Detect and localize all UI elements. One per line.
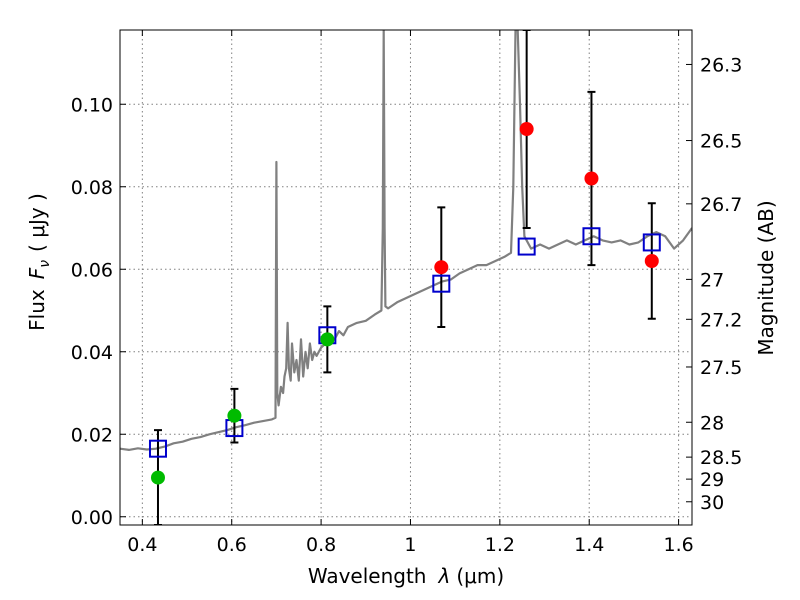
grid-lines bbox=[120, 30, 692, 525]
y-tick-label: 0.02 bbox=[71, 424, 113, 446]
x-tick-label: 1.2 bbox=[485, 534, 515, 556]
observed-point bbox=[584, 171, 599, 186]
mag-tick-label: 27.5 bbox=[700, 357, 742, 379]
data-layer bbox=[120, 30, 692, 525]
y-tick-label: 0.08 bbox=[71, 177, 113, 199]
mag-tick-label: 26.7 bbox=[700, 194, 742, 216]
mag-tick-label: 27 bbox=[700, 269, 724, 291]
model-band-marker bbox=[642, 233, 661, 252]
y-axis-right-title: Magnitude (AB) bbox=[754, 200, 778, 355]
observed-point bbox=[320, 332, 335, 347]
mag-tick-label: 26.5 bbox=[700, 131, 742, 153]
y-tick-label: 0.04 bbox=[71, 342, 113, 364]
x-tick-label: 1.6 bbox=[663, 534, 693, 556]
model-spectrum-line bbox=[120, 30, 692, 451]
plot-frame bbox=[119, 29, 693, 526]
observed-point bbox=[644, 254, 659, 268]
x-tick-label: 0.4 bbox=[127, 534, 157, 556]
mag-tick-label: 30 bbox=[700, 492, 724, 514]
y-axis-title: FluxFν( μJy ) bbox=[25, 193, 53, 331]
model-band-marker bbox=[517, 237, 536, 256]
x-tick-label: 0.6 bbox=[217, 534, 247, 556]
mag-tick-label: 28.5 bbox=[700, 447, 742, 469]
mag-tick-label: 29 bbox=[700, 469, 724, 491]
y-tick-label: 0.00 bbox=[71, 507, 113, 529]
observed-point bbox=[519, 122, 534, 136]
observed-point bbox=[150, 470, 165, 485]
x-tick-label: 1.4 bbox=[574, 534, 604, 556]
y-tick-label: 0.10 bbox=[71, 94, 113, 116]
model-band-marker bbox=[432, 274, 451, 293]
model-band-marker bbox=[582, 227, 601, 246]
x-tick-label: 1 bbox=[404, 534, 416, 556]
model-band-marker bbox=[148, 439, 167, 458]
mag-tick-label: 28 bbox=[700, 412, 724, 434]
mag-tick-label: 27.2 bbox=[700, 309, 742, 331]
y-tick-label: 0.06 bbox=[71, 259, 113, 281]
observed-point bbox=[227, 408, 242, 423]
x-axis-title: Wavelength λ (μm) bbox=[308, 564, 504, 588]
x-tick-label: 0.8 bbox=[306, 534, 336, 556]
mag-tick-label: 26.3 bbox=[700, 54, 742, 76]
axis-ticks: 0.4 0.6 0.8 1 1.2 1.4 1.6 0.00 0.02 0.04 0.06 0.08 0… bbox=[71, 30, 742, 556]
observed-point bbox=[434, 260, 449, 275]
